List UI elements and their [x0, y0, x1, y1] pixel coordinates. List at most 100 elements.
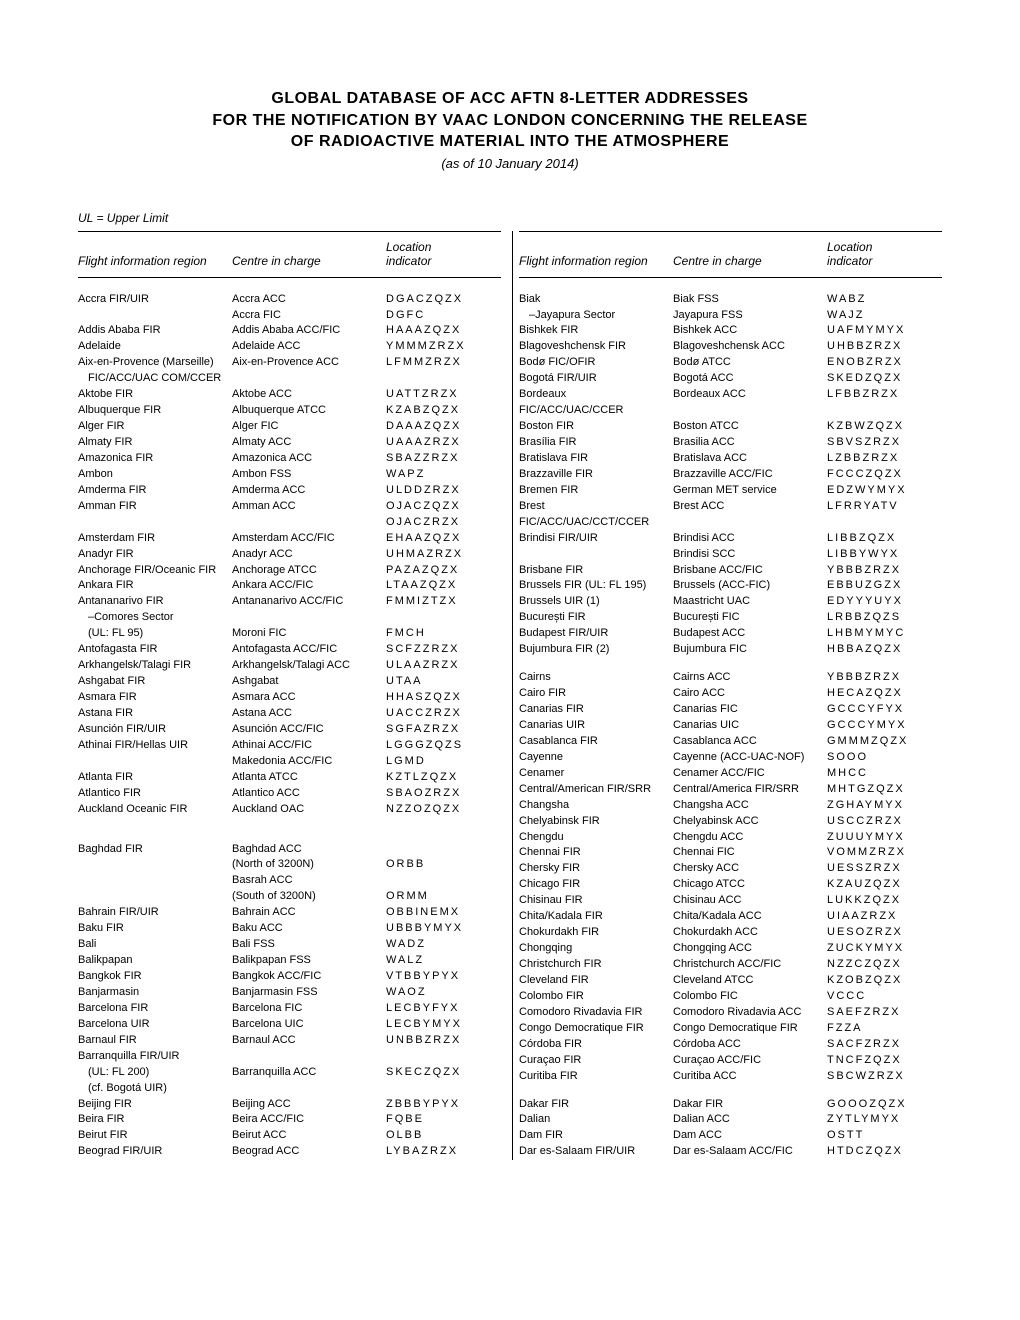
cell-fir: Brussels UIR (1)	[519, 594, 669, 610]
cell-indicator: LIBBZQZX	[827, 531, 927, 547]
table-row: Curaçao FIRCuraçao ACC/FICTNCFZQZX	[519, 1053, 942, 1069]
cell-centre: German MET service	[673, 483, 823, 499]
cell-centre: Dalian ACC	[673, 1112, 823, 1128]
cell-indicator: ZUCKYMYX	[827, 941, 927, 957]
header-fir: Flight information region	[78, 254, 228, 268]
table-row: Cairo FIRCairo ACCHECAZQZX	[519, 686, 942, 702]
row-spacer	[78, 830, 501, 842]
cell-centre: Arkhangelsk/Talagi ACC	[232, 658, 382, 674]
cell-centre: Baghdad ACC	[232, 842, 382, 858]
table-row: CenamerCenamer ACC/FICMHCC	[519, 766, 942, 782]
table-row: Accra FICDGFC	[78, 308, 501, 324]
cell-indicator: UBBBYMYX	[386, 921, 486, 937]
cell-centre: Cairo ACC	[673, 686, 823, 702]
cell-indicator: WADZ	[386, 937, 486, 953]
table-row: București FIRBucurești FICLRBBZQZS	[519, 610, 942, 626]
cell-fir: Changsha	[519, 798, 669, 814]
cell-centre: Accra ACC	[232, 292, 382, 308]
table-row: Bujumbura FIR (2)Bujumbura FICHBBAZQZX	[519, 642, 942, 658]
cell-fir: Brisbane FIR	[519, 563, 669, 579]
cell-fir: Amazonica FIR	[78, 451, 228, 467]
cell-fir: Anchorage FIR/Oceanic FIR	[78, 563, 228, 579]
cell-indicator: UIAAZRZX	[827, 909, 927, 925]
table-row: Bogotá FIR/UIRBogotá ACCSKEDZQZX	[519, 371, 942, 387]
cell-indicator: LIBBYWYX	[827, 547, 927, 563]
cell-indicator: EBBUZGZX	[827, 578, 927, 594]
cell-centre: Cleveland ATCC	[673, 973, 823, 989]
cell-indicator: OLBB	[386, 1128, 486, 1144]
table-row: Budapest FIR/UIRBudapest ACCLHBMYMYC	[519, 626, 942, 642]
table-row: Córdoba FIRCórdoba ACCSACFZRZX	[519, 1037, 942, 1053]
cell-centre: Barcelona FIC	[232, 1001, 382, 1017]
cell-indicator: EDZWYMYX	[827, 483, 927, 499]
cell-indicator: DGFC	[386, 308, 486, 324]
cell-centre: Central/America FIR/SRR	[673, 782, 823, 798]
cell-indicator: NZZCZQZX	[827, 957, 927, 973]
table-row: Bodø FIC/OFIRBodø ATCCENOBZRZX	[519, 355, 942, 371]
cell-centre: Amazonica ACC	[232, 451, 382, 467]
cell-centre: Dakar FIR	[673, 1097, 823, 1113]
cell-centre: Chennai FIC	[673, 845, 823, 861]
table-row: Anchorage FIR/Oceanic FIRAnchorage ATCCP…	[78, 563, 501, 579]
cell-indicator: KZAUZQZX	[827, 877, 927, 893]
cell-fir: Athinai FIR/Hellas UIR	[78, 738, 228, 754]
table-row: Aktobe FIRAktobe ACCUATTZRZX	[78, 387, 501, 403]
cell-centre: Basrah ACC	[232, 873, 382, 889]
cell-centre: Cenamer ACC/FIC	[673, 766, 823, 782]
cell-indicator: SGFAZRZX	[386, 722, 486, 738]
table-row: Atlanta FIRAtlanta ATCCKZTLZQZX	[78, 770, 501, 786]
cell-fir: Budapest FIR/UIR	[519, 626, 669, 642]
cell-centre: Almaty ACC	[232, 435, 382, 451]
cell-fir: –Jayapura Sector	[519, 308, 669, 324]
title-line: FOR THE NOTIFICATION BY VAAC LONDON CONC…	[78, 110, 942, 132]
cell-indicator: LHBMYMYC	[827, 626, 927, 642]
header-fir: Flight information region	[519, 254, 669, 268]
table-row: Brussels UIR (1)Maastricht UACEDYYYUYX	[519, 594, 942, 610]
cell-centre: Cayenne (ACC-UAC-NOF)	[673, 750, 823, 766]
cell-indicator: GCCCYMYX	[827, 718, 927, 734]
cell-indicator: UNBBZRZX	[386, 1033, 486, 1049]
table-body-right: BiakBiak FSSWABZ–Jayapura SectorJayapura…	[519, 278, 942, 1161]
table-row: Brazzaville FIRBrazzaville ACC/FICFCCCZQ…	[519, 467, 942, 483]
table-row: Chisinau FIRChisinau ACCLUKKZQZX	[519, 893, 942, 909]
cell-indicator: WALZ	[386, 953, 486, 969]
table-row: Beograd FIR/UIRBeograd ACCLYBAZRZX	[78, 1144, 501, 1160]
cell-fir: (UL: FL 200)	[78, 1065, 228, 1081]
cell-indicator: ZBBBYPYX	[386, 1097, 486, 1113]
cell-indicator: DAAAZQZX	[386, 419, 486, 435]
cell-fir: Amderma FIR	[78, 483, 228, 499]
cell-centre: Asunción ACC/FIC	[232, 722, 382, 738]
cell-centre: Bratislava ACC	[673, 451, 823, 467]
cell-fir: Atlanta FIR	[78, 770, 228, 786]
cell-indicator: LTAAZQZX	[386, 578, 486, 594]
cell-indicator: VTBBYPYX	[386, 969, 486, 985]
cell-indicator: OBBINEMX	[386, 905, 486, 921]
cell-fir: Brazzaville FIR	[519, 467, 669, 483]
cell-fir: Barranquilla FIR/UIR	[78, 1049, 228, 1065]
table-row: Amderma FIRAmderma ACCULDDZRZX	[78, 483, 501, 499]
cell-indicator: OSTT	[827, 1128, 927, 1144]
cell-indicator: WAOZ	[386, 985, 486, 1001]
table-row: Barranquilla FIR/UIR	[78, 1049, 501, 1065]
cell-centre: Moroni FIC	[232, 626, 382, 642]
cell-fir: Chongqing	[519, 941, 669, 957]
cell-indicator: ULAAZRZX	[386, 658, 486, 674]
table-row: Barcelona FIRBarcelona FICLECBYFYX	[78, 1001, 501, 1017]
cell-centre: Addis Ababa ACC/FIC	[232, 323, 382, 339]
cell-centre: Barcelona UIC	[232, 1017, 382, 1033]
cell-fir: Baku FIR	[78, 921, 228, 937]
cell-fir: Adelaide	[78, 339, 228, 355]
cell-indicator: SOOO	[827, 750, 927, 766]
cell-centre: Barnaul ACC	[232, 1033, 382, 1049]
cell-fir: Antananarivo FIR	[78, 594, 228, 610]
cell-fir: Arkhangelsk/Talagi FIR	[78, 658, 228, 674]
table-row: Bratislava FIRBratislava ACCLZBBZRZX	[519, 451, 942, 467]
cell-fir: Barnaul FIR	[78, 1033, 228, 1049]
cell-indicator: KZABZQZX	[386, 403, 486, 419]
cell-centre: Curitiba ACC	[673, 1069, 823, 1085]
cell-centre: București FIC	[673, 610, 823, 626]
table-row: Auckland Oceanic FIRAuckland OACNZZOZQZX	[78, 802, 501, 818]
cell-fir: Barcelona UIR	[78, 1017, 228, 1033]
cell-centre: Athinai ACC/FIC	[232, 738, 382, 754]
cell-fir: Christchurch FIR	[519, 957, 669, 973]
